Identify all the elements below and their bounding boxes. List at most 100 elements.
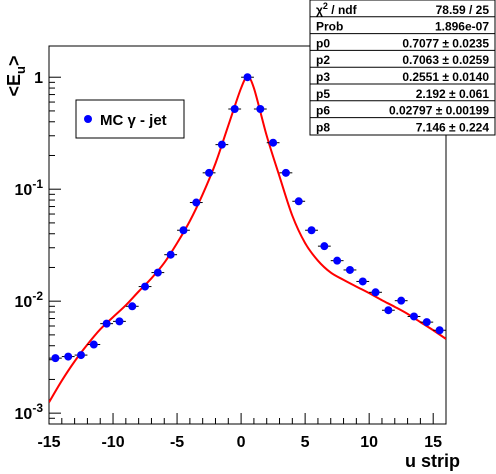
data-point [164, 250, 178, 259]
point-marker [345, 265, 354, 274]
point-marker [153, 268, 162, 277]
x-tick-label: 15 [424, 434, 442, 451]
data-point [356, 277, 370, 286]
legend-box: MC γ - jet [75, 99, 185, 139]
point-marker [243, 73, 252, 82]
y-axis-label: <Eu> [4, 56, 28, 97]
point-marker [269, 138, 278, 147]
point-marker [217, 140, 226, 149]
x-tick-label: 10 [360, 434, 378, 451]
stats-param-name: p8 [316, 120, 330, 134]
data-point [61, 352, 75, 361]
data-point [394, 296, 408, 305]
data-point [420, 318, 434, 327]
point-marker [141, 282, 150, 291]
point-marker [64, 352, 73, 361]
point-marker [358, 277, 367, 286]
stats-param-name: p3 [316, 70, 330, 84]
x-tick-label: 0 [237, 434, 246, 451]
stats-param-value: 0.2551 ± 0.0140 [402, 70, 489, 84]
point-marker [77, 351, 86, 360]
stats-param-value: 1.896e-07 [435, 20, 489, 34]
data-point [241, 73, 254, 82]
stats-param-value: 2.192 ± 0.061 [416, 87, 490, 101]
data-point [125, 302, 139, 311]
data-point [266, 138, 280, 147]
x-tick-label: -5 [170, 434, 184, 451]
y-tick-label: 10-3 [15, 401, 44, 423]
stats-param-value: 7.146 ± 0.224 [416, 120, 490, 134]
point-marker [102, 319, 111, 328]
stats-param-value: 0.7077 ± 0.0235 [402, 36, 489, 50]
x-axis: -15 -10 -5 0 5 10 15 [37, 413, 447, 451]
point-marker [409, 312, 418, 321]
data-point [317, 242, 331, 251]
x-tick-label: -15 [37, 434, 60, 451]
data-point [189, 198, 203, 207]
x-axis-label: u strip [405, 451, 460, 471]
legend-frame [75, 99, 185, 139]
data-point [215, 140, 229, 149]
y-axis-label-close: > [4, 56, 24, 67]
y-axis-label-main: <E [4, 74, 24, 97]
y-tick-label: 10-1 [15, 177, 44, 199]
data-point [74, 351, 88, 360]
data-point [100, 319, 114, 328]
plot-area-border [48, 45, 447, 425]
y-tick-label: 1 [34, 70, 43, 87]
point-marker [384, 306, 393, 315]
data-point [177, 226, 190, 235]
data-point [433, 326, 446, 335]
y-tick-label: 10-2 [15, 289, 44, 311]
data-point [369, 288, 382, 297]
point-marker [294, 197, 303, 206]
point-marker [166, 250, 175, 259]
stats-param-name: Prob [316, 20, 343, 34]
plot-frame [48, 45, 447, 425]
point-marker [422, 318, 431, 327]
data-point [151, 268, 165, 277]
point-marker [397, 296, 406, 305]
point-marker [205, 168, 214, 177]
stats-param-name: p0 [316, 36, 330, 50]
data-point [202, 168, 216, 177]
stats-param-name: p6 [316, 104, 330, 118]
stats-param-value: 0.02797 ± 0.00199 [389, 104, 489, 118]
data-point [253, 105, 267, 114]
point-marker [320, 242, 329, 251]
svg-text:<Eu>: <Eu> [4, 56, 28, 97]
data-points-group [49, 73, 446, 363]
data-point [279, 168, 293, 177]
y-axis: 1 10-1 10-2 10-3 [15, 70, 61, 425]
data-point [49, 354, 62, 363]
data-point [343, 265, 357, 274]
stats-param-value: 78.59 / 25 [436, 3, 490, 17]
fit-stats-box: χ2 / ndf 78.59 / 25 Prob 1.896e-07 p0 0.7077 … [309, 0, 496, 136]
data-point [330, 256, 344, 265]
point-marker [435, 326, 444, 335]
stats-param-value: 0.7063 ± 0.0259 [402, 53, 489, 67]
point-marker [192, 198, 201, 207]
x-tick-label: 5 [301, 434, 310, 451]
stats-param-name: p5 [316, 87, 330, 101]
legend-label: MC γ - jet [100, 112, 167, 129]
point-marker [128, 302, 137, 311]
data-point [381, 306, 395, 315]
point-marker [51, 354, 60, 363]
point-marker [371, 288, 380, 297]
data-point [87, 340, 101, 349]
point-marker [115, 317, 124, 326]
data-point [407, 312, 421, 321]
legend-marker [84, 115, 92, 123]
point-marker [281, 168, 290, 177]
x-tick-label: -10 [101, 434, 124, 451]
stats-param-name: p2 [316, 53, 330, 67]
point-marker [179, 226, 188, 235]
stats-param-name: χ2 / ndf [316, 1, 358, 17]
point-marker [307, 226, 316, 235]
point-marker [256, 105, 265, 114]
data-point [305, 226, 318, 235]
data-point [292, 197, 306, 206]
data-point [228, 105, 242, 114]
